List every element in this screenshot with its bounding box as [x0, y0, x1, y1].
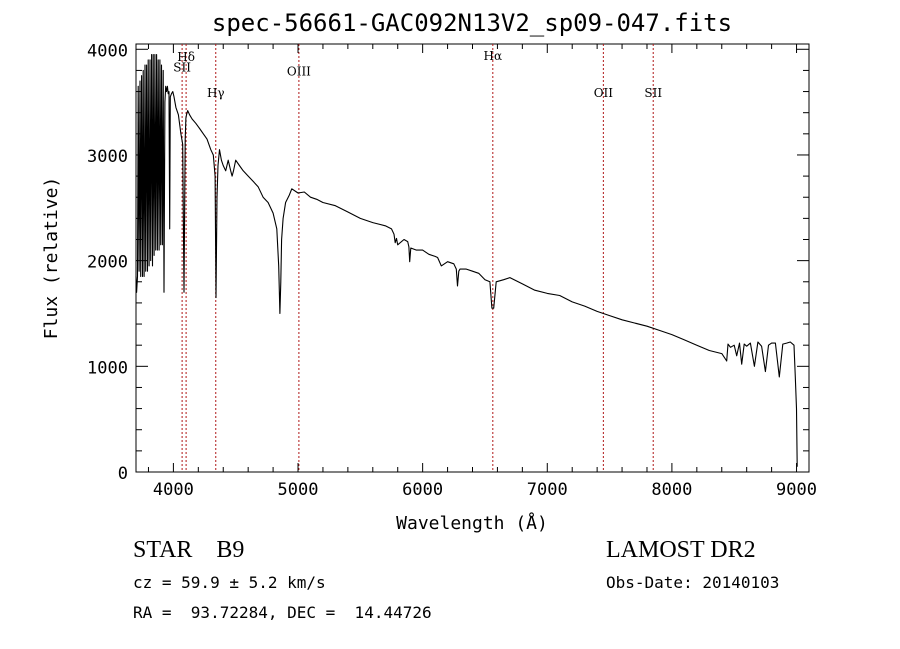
line-marker-label: Hδ [177, 50, 195, 64]
line-marker-label: SII [644, 86, 662, 100]
ra-dec: RA = 93.72284, DEC = 14.44726 [133, 603, 432, 622]
line-marker-label: OIII [287, 65, 311, 79]
y-tick-label: 1000 [87, 358, 128, 378]
object-type: STAR B9 [133, 537, 245, 563]
line-marker-label: Hα [484, 49, 503, 63]
x-tick-label: 5000 [278, 480, 319, 500]
plot-frame [135, 43, 810, 473]
x-tick-label: 4000 [153, 480, 194, 500]
y-tick-label: 0 [118, 464, 128, 484]
y-tick-label: 4000 [87, 41, 128, 61]
chart-title: spec-56661-GAC092N13V2_sp09-047.fits [212, 9, 732, 37]
y-tick-label: 3000 [87, 147, 128, 167]
redshift-cz: cz = 59.9 ± 5.2 km/s [133, 573, 326, 592]
x-tick-label: 7000 [527, 480, 568, 500]
spectrum-line [135, 54, 798, 467]
line-marker-label: SII [173, 60, 191, 74]
x-tick-label: 6000 [402, 480, 443, 500]
line-marker-label: Hγ [207, 86, 225, 100]
axis-ticks: 4000 5000 6000 7000 8000 9000 0 1000 2000 3000 400… [87, 41, 817, 500]
y-axis-label: Flux (relative) [41, 177, 62, 340]
line-marker-label: OII [594, 86, 614, 100]
y-tick-label: 2000 [87, 253, 128, 273]
x-tick-label: 8000 [651, 480, 692, 500]
survey-name: LAMOST DR2 [606, 537, 756, 563]
x-tick-label: 9000 [776, 480, 817, 500]
x-axis-label: Wavelength (Å) [396, 512, 548, 534]
obs-date: Obs-Date: 20140103 [606, 573, 780, 592]
